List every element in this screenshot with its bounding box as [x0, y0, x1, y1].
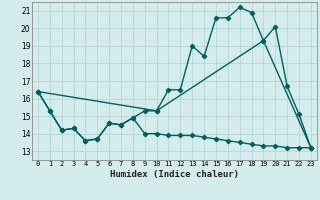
X-axis label: Humidex (Indice chaleur): Humidex (Indice chaleur)	[110, 170, 239, 179]
